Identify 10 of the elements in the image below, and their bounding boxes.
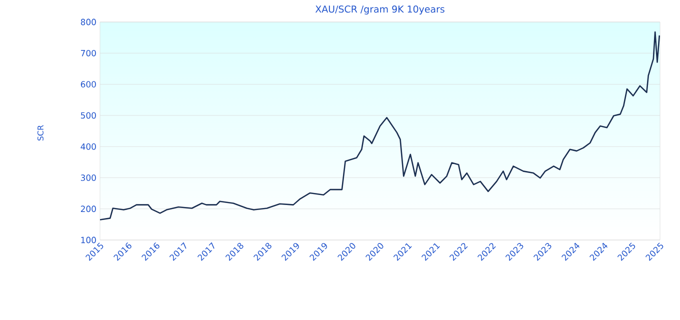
line-series	[100, 31, 660, 220]
y-tick-label: 100	[81, 236, 96, 244]
y-tick-label: 300	[80, 174, 96, 181]
y-tick-label: 600	[80, 81, 96, 88]
y-tick-label: 500	[80, 112, 96, 119]
y-tick-label: 200	[80, 206, 96, 212]
y-tick-label: 800	[80, 18, 96, 26]
y-tick-label: 700	[81, 50, 96, 56]
y-tick-label: 400	[80, 143, 96, 150]
chart-title: XAU/SCR /gram 9K 10years	[315, 6, 444, 15]
